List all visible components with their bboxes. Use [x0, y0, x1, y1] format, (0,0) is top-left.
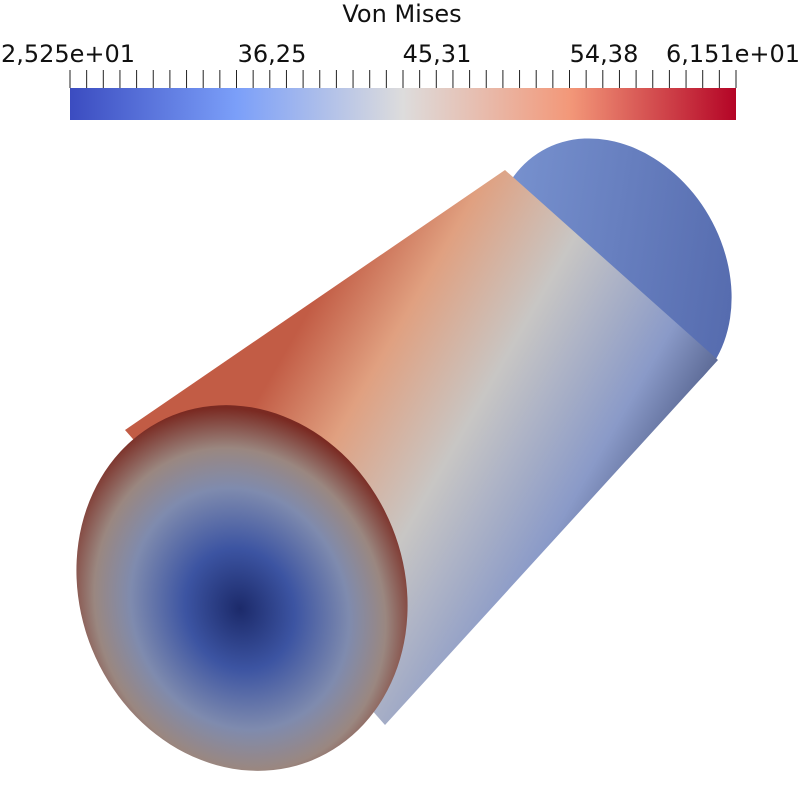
cylinder: [76, 138, 732, 771]
colorbar: [70, 88, 736, 120]
colorbar-label: 6,151e+01: [666, 40, 800, 68]
colorbar-label: 36,25: [238, 40, 307, 68]
colorbar-label: 2,525e+01: [1, 40, 135, 68]
colorbar-label: 45,31: [403, 40, 472, 68]
colorbar-title: Von Mises: [342, 0, 461, 28]
colorbar-label: 54,38: [570, 40, 639, 68]
